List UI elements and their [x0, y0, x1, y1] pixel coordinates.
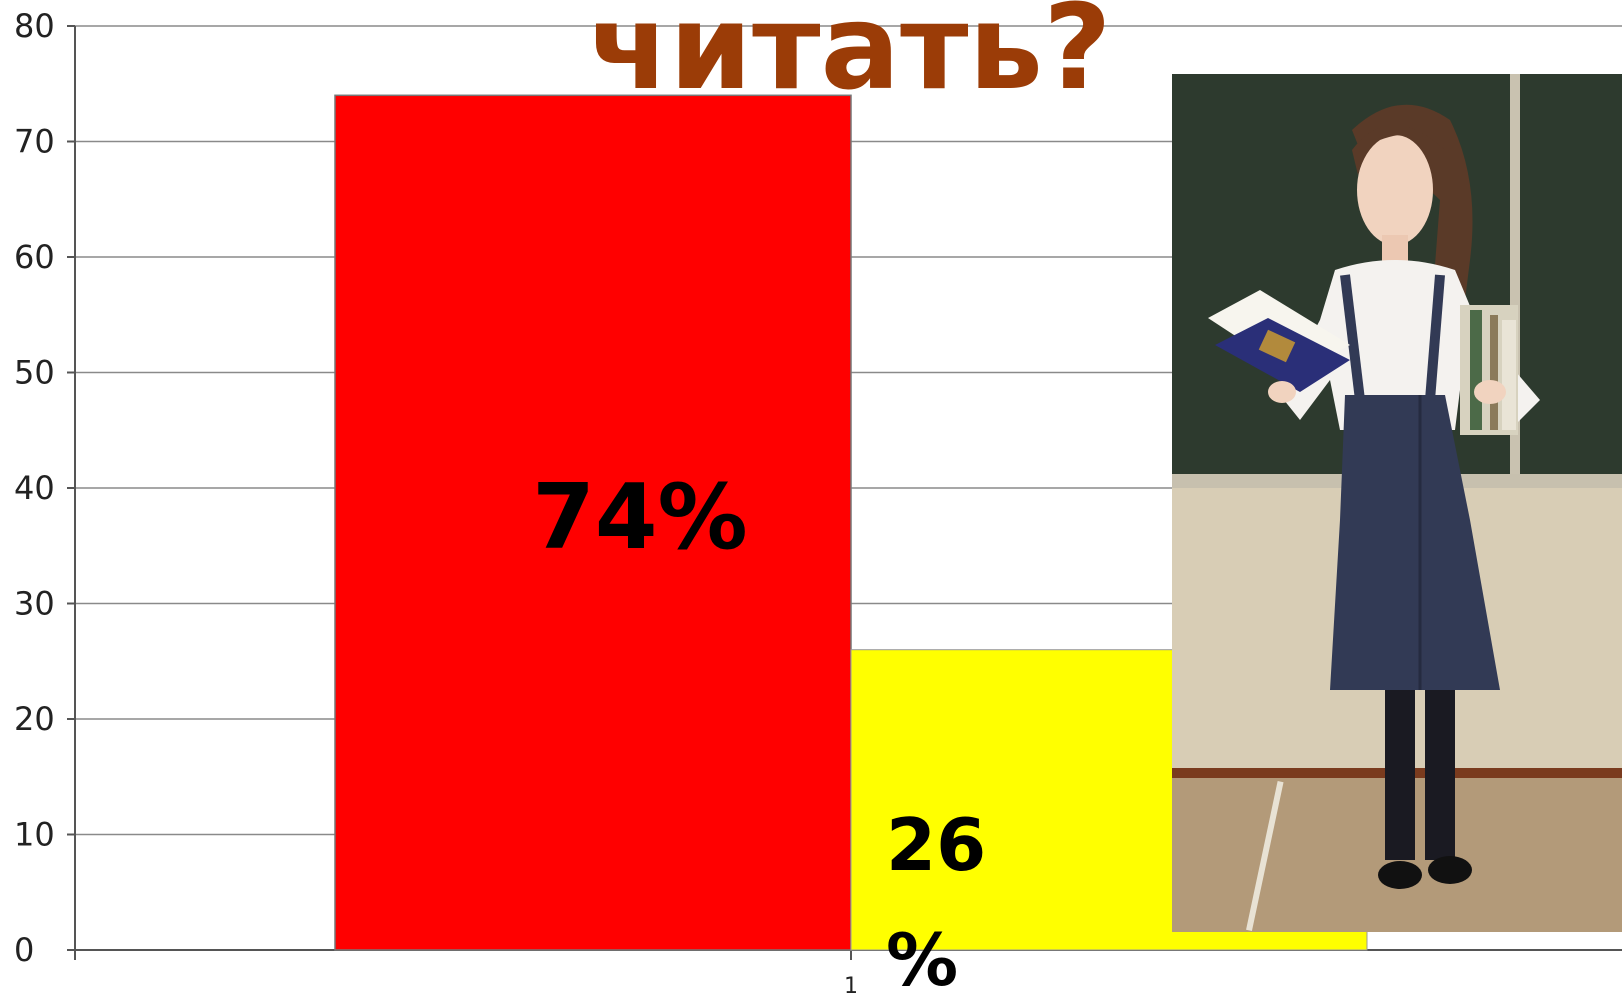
y-tick-label: 60 — [14, 238, 55, 276]
data-label-series-2-value: 26 — [886, 803, 986, 887]
y-tick-label: 50 — [14, 354, 55, 392]
book-stack — [1460, 305, 1518, 435]
axes: 0 10 20 30 40 50 60 70 80 1 — [14, 7, 1622, 999]
y-tick-label: 70 — [14, 123, 55, 161]
data-labels: 74% 26% — [532, 465, 986, 1001]
y-tick-label: 20 — [14, 700, 55, 738]
student-figure — [1208, 104, 1540, 889]
y-tick-label: 40 — [14, 469, 55, 507]
x-tick-label: 1 — [844, 974, 858, 999]
data-label-series-2-unit: % — [886, 918, 958, 1001]
y-tick-label: 30 — [14, 585, 55, 623]
data-label-series-1: 74% — [532, 465, 747, 570]
chart-title: читать? — [588, 0, 1111, 116]
y-tick-label: 10 — [14, 816, 55, 854]
y-tick-label: 80 — [14, 7, 55, 45]
student-photo — [1172, 74, 1622, 932]
y-tick-label: 0 — [14, 931, 34, 969]
open-book — [1208, 290, 1350, 392]
bar-series-1 — [334, 94, 852, 951]
